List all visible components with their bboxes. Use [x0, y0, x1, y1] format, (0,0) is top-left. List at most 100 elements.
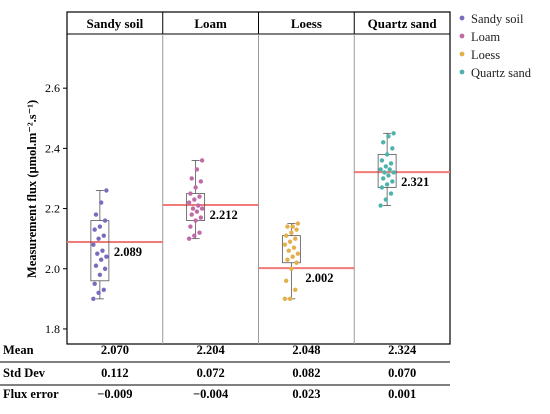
data-point: [199, 206, 205, 211]
reference-value-label: 2.002: [305, 271, 333, 285]
stats-row-label: Std Dev: [3, 366, 46, 380]
stats-cell: 0.023: [292, 387, 320, 401]
data-point: [97, 224, 103, 229]
data-point: [387, 167, 392, 172]
data-point: [96, 236, 101, 241]
legend-label: Quartz sand: [471, 66, 532, 80]
box: [90, 220, 110, 282]
data-point: [384, 182, 390, 187]
y-tick-label: 1.8: [45, 322, 60, 336]
data-point: [290, 224, 295, 229]
y-axis-label: Measurement flux (μmol.m⁻².s⁻¹): [25, 100, 39, 278]
data-point: [295, 251, 301, 256]
data-point: [92, 227, 97, 232]
data-point: [199, 158, 205, 163]
y-tick-label: 2.0: [45, 262, 60, 276]
panel-title: Quartz sand: [368, 16, 438, 31]
data-point: [285, 224, 290, 229]
data-point: [193, 185, 198, 190]
data-point: [391, 131, 396, 136]
legend-marker: [459, 15, 465, 21]
y-tick-label: 2.6: [45, 81, 60, 95]
data-point: [197, 230, 202, 235]
data-point: [192, 233, 197, 238]
data-point: [104, 254, 109, 259]
data-point: [391, 170, 396, 175]
data-point: [293, 287, 298, 293]
data-point: [378, 167, 383, 172]
legend-marker: [459, 33, 465, 39]
legend: Sandy soil Loam Loess Quartz sand: [459, 12, 532, 80]
data-point: [188, 224, 193, 229]
stats-cell: 0.082: [292, 366, 320, 380]
data-point: [96, 290, 101, 296]
data-point: [289, 266, 294, 271]
data-point: [282, 296, 288, 302]
data-point: [104, 188, 109, 193]
reference-lines: [67, 171, 450, 270]
data-point: [198, 179, 204, 184]
panel-title: Loess: [291, 16, 322, 31]
panel-title: Loam: [194, 16, 227, 31]
data-point: [186, 200, 192, 205]
data-point: [383, 164, 389, 169]
data-point: [285, 257, 290, 262]
stats-table: Mean 2.070 2.204 2.048 2.324 Std Dev 0.112 0.07…: [0, 343, 450, 401]
stats-cell: 0.001: [388, 387, 416, 401]
data-point: [384, 152, 390, 157]
legend-label: Loess: [471, 48, 500, 62]
data-point: [286, 248, 291, 253]
stats-row-label: Flux error: [3, 387, 59, 401]
panel-title: Sandy soil: [87, 16, 144, 31]
data-point: [189, 212, 194, 217]
stats-cell: −0.004: [193, 387, 229, 401]
legend-label: Loam: [471, 30, 500, 44]
data-point: [381, 176, 386, 181]
data-points: [91, 131, 396, 302]
data-point: [379, 185, 385, 190]
box-plots: [90, 132, 397, 300]
data-point: [386, 173, 391, 178]
reference-value-label: 2.089: [114, 245, 142, 259]
data-point: [188, 191, 193, 196]
reference-labels: 2.089 2.212 2.002 2.321: [114, 175, 429, 285]
data-point: [92, 281, 97, 287]
data-point: [283, 278, 289, 283]
y-axis: 1.8 2.0 2.2 2.4 2.6 Measurement flux (μmol.m⁻…: [25, 81, 67, 336]
data-point: [290, 254, 295, 259]
data-point: [293, 236, 298, 241]
data-point: [382, 170, 387, 175]
data-point: [186, 236, 192, 241]
data-point: [388, 161, 394, 166]
panel-titles: Sandy soil Loam Loess Quartz sand: [87, 16, 438, 31]
stats-cell: 0.070: [388, 366, 416, 380]
reference-value-label: 2.212: [210, 208, 238, 222]
y-tick-label: 2.4: [45, 141, 60, 155]
stats-cell: 2.204: [197, 343, 226, 357]
data-point: [289, 230, 294, 235]
data-point: [97, 272, 103, 277]
data-point: [91, 296, 96, 302]
data-point: [198, 215, 204, 220]
data-point: [294, 227, 299, 232]
stats-cell: −0.009: [97, 387, 132, 401]
data-point: [390, 179, 395, 184]
data-point: [101, 287, 106, 293]
data-point: [100, 248, 105, 253]
data-point: [386, 134, 391, 139]
data-point: [95, 251, 100, 256]
data-point: [287, 296, 293, 302]
data-point: [291, 245, 297, 250]
data-point: [379, 158, 385, 163]
data-point: [102, 266, 108, 271]
data-point: [193, 218, 198, 223]
data-point: [287, 239, 293, 244]
stats-row-label: Mean: [3, 343, 34, 357]
data-point: [378, 203, 383, 208]
data-point: [93, 212, 99, 217]
data-point: [98, 200, 104, 205]
box: [281, 235, 301, 264]
legend-marker: [459, 51, 465, 57]
data-point: [294, 260, 299, 265]
stats-cell: 0.072: [197, 366, 225, 380]
